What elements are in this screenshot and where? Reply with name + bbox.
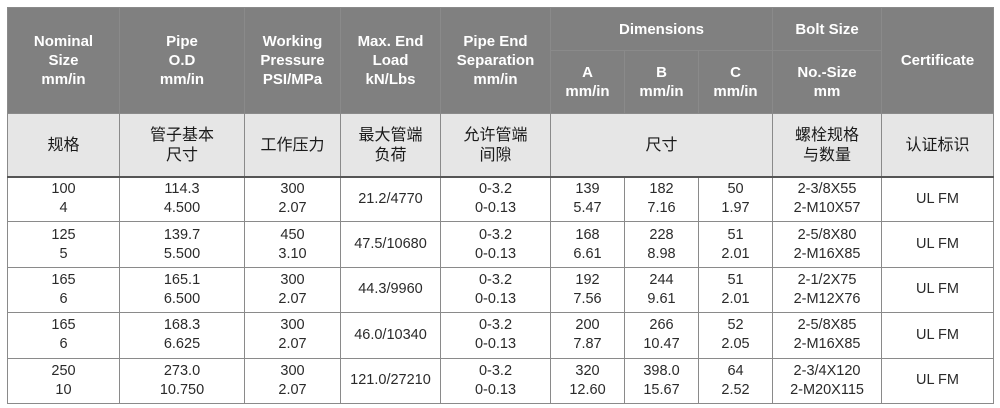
cell-pipe-od: 139.7 5.500 [119,221,245,268]
table-row: 100 4 114.3 4.500 300 2.07 21.2/4770 0-3.2 0-0.1… [7,175,995,223]
cell-working-pressure: 300 2.07 [244,266,341,314]
header-nominal-size: Nominal Size mm/in [7,7,120,114]
cell-pipe-end-separation: 0-3.2 0-0.13 [440,221,551,268]
header-bolt-size: Bolt Size [772,7,883,51]
cell-pipe-od: 165.1 6.500 [119,266,245,314]
cell-bolt-size: 2-5/8X85 2-M16X85 [772,312,883,359]
cell-certificate: UL FM [881,175,995,223]
table-row: 125 5 139.7 5.500 450 3.10 47.5/10680 0-3.2 0-0.… [7,221,995,268]
cell-dim-b: 182 7.16 [624,175,699,223]
header-cn-row: 规格 管子基本 尺寸 工作压力 最大管端 负荷 允许管端 间隙 尺寸 螺栓规格 与数量 … [7,113,995,177]
header-working-pressure: Working Pressure PSI/MPa [244,7,341,114]
spec-table: Nominal Size mm/in Pipe O.D mm/in Working Pre… [7,7,995,404]
cell-bolt-size: 2-1/2X75 2-M12X76 [772,266,883,314]
table-row: 250 10 273.0 10.750 300 2.07 121.0/27210 0-3.2 0… [7,357,995,404]
cell-pipe-end-separation: 0-3.2 0-0.13 [440,175,551,223]
cell-certificate: UL FM [881,312,995,359]
cn-nominal-size: 规格 [7,113,120,177]
cell-working-pressure: 450 3.10 [244,221,341,268]
cell-nominal-size: 165 6 [7,266,120,314]
cell-dim-a: 192 7.56 [550,266,625,314]
cn-certificate: 认证标识 [881,113,995,177]
cell-max-end-load: 121.0/27210 [340,357,441,404]
cell-dim-c: 50 1.97 [697,175,774,223]
header-dimensions: Dimensions [549,7,774,51]
cell-max-end-load: 47.5/10680 [340,221,441,268]
header-row-1: Nominal Size mm/in Pipe O.D mm/in Working Pre… [7,7,995,114]
cell-certificate: UL FM [881,266,995,314]
header-pipe-od: Pipe O.D mm/in [119,7,245,114]
cell-pipe-end-separation: 0-3.2 0-0.13 [440,312,551,359]
cn-bolt-size: 螺栓规格 与数量 [772,113,883,177]
cell-pipe-end-separation: 0-3.2 0-0.13 [440,266,551,314]
cell-max-end-load: 44.3/9960 [340,266,441,314]
cell-certificate: UL FM [881,357,995,404]
table-row: 165 6 165.1 6.500 300 2.07 44.3/9960 0-3.2 0-0.1… [7,266,995,314]
cell-pipe-od: 114.3 4.500 [119,175,245,223]
header-pipe-end-separation: Pipe End Separation mm/in [440,7,551,114]
cell-working-pressure: 300 2.07 [244,312,341,359]
cell-dim-c: 51 2.01 [697,221,774,268]
cell-working-pressure: 300 2.07 [244,357,341,404]
cell-nominal-size: 100 4 [7,175,120,223]
cell-nominal-size: 125 5 [7,221,120,268]
cell-certificate: UL FM [881,221,995,268]
cell-bolt-size: 2-5/8X80 2-M16X85 [772,221,883,268]
cell-dim-b: 244 9.61 [624,266,699,314]
cn-pipe-od: 管子基本 尺寸 [119,113,245,177]
cell-dim-c: 52 2.05 [697,312,774,359]
cell-max-end-load: 21.2/4770 [340,175,441,223]
cn-working-pressure: 工作压力 [244,113,341,177]
cell-max-end-load: 46.0/10340 [340,312,441,359]
cell-working-pressure: 300 2.07 [244,175,341,223]
cell-dim-b: 266 10.47 [624,312,699,359]
cell-dim-b: 228 8.98 [624,221,699,268]
cell-dim-a: 139 5.47 [550,175,625,223]
cell-dim-b: 398.0 15.67 [624,357,699,404]
cell-pipe-end-separation: 0-3.2 0-0.13 [440,357,551,404]
header-certificate: Certificate [881,7,995,114]
cn-pipe-end-separation: 允许管端 间隙 [440,113,551,177]
cell-nominal-size: 250 10 [7,357,120,404]
table-row: 165 6 168.3 6.625 300 2.07 46.0/10340 0-3.2 0-0.… [7,312,995,359]
cell-bolt-size: 2-3/8X55 2-M10X57 [772,175,883,223]
header-max-end-load: Max. End Load kN/Lbs [340,7,441,114]
cell-dim-c: 51 2.01 [697,266,774,314]
cell-dim-a: 200 7.87 [550,312,625,359]
cell-dim-c: 64 2.52 [697,357,774,404]
cn-dimensions: 尺寸 [549,113,774,177]
header-bolt-sub: No.-Size mm [772,50,883,114]
cell-pipe-od: 273.0 10.750 [119,357,245,404]
cell-bolt-size: 2-3/4X120 2-M20X115 [772,357,883,404]
cell-pipe-od: 168.3 6.625 [119,312,245,359]
table-body: 100 4 114.3 4.500 300 2.07 21.2/4770 0-3.2 0-0.1… [7,175,995,404]
cn-max-end-load: 最大管端 负荷 [340,113,441,177]
cell-nominal-size: 165 6 [7,312,120,359]
cell-dim-a: 320 12.60 [550,357,625,404]
cell-dim-a: 168 6.61 [550,221,625,268]
